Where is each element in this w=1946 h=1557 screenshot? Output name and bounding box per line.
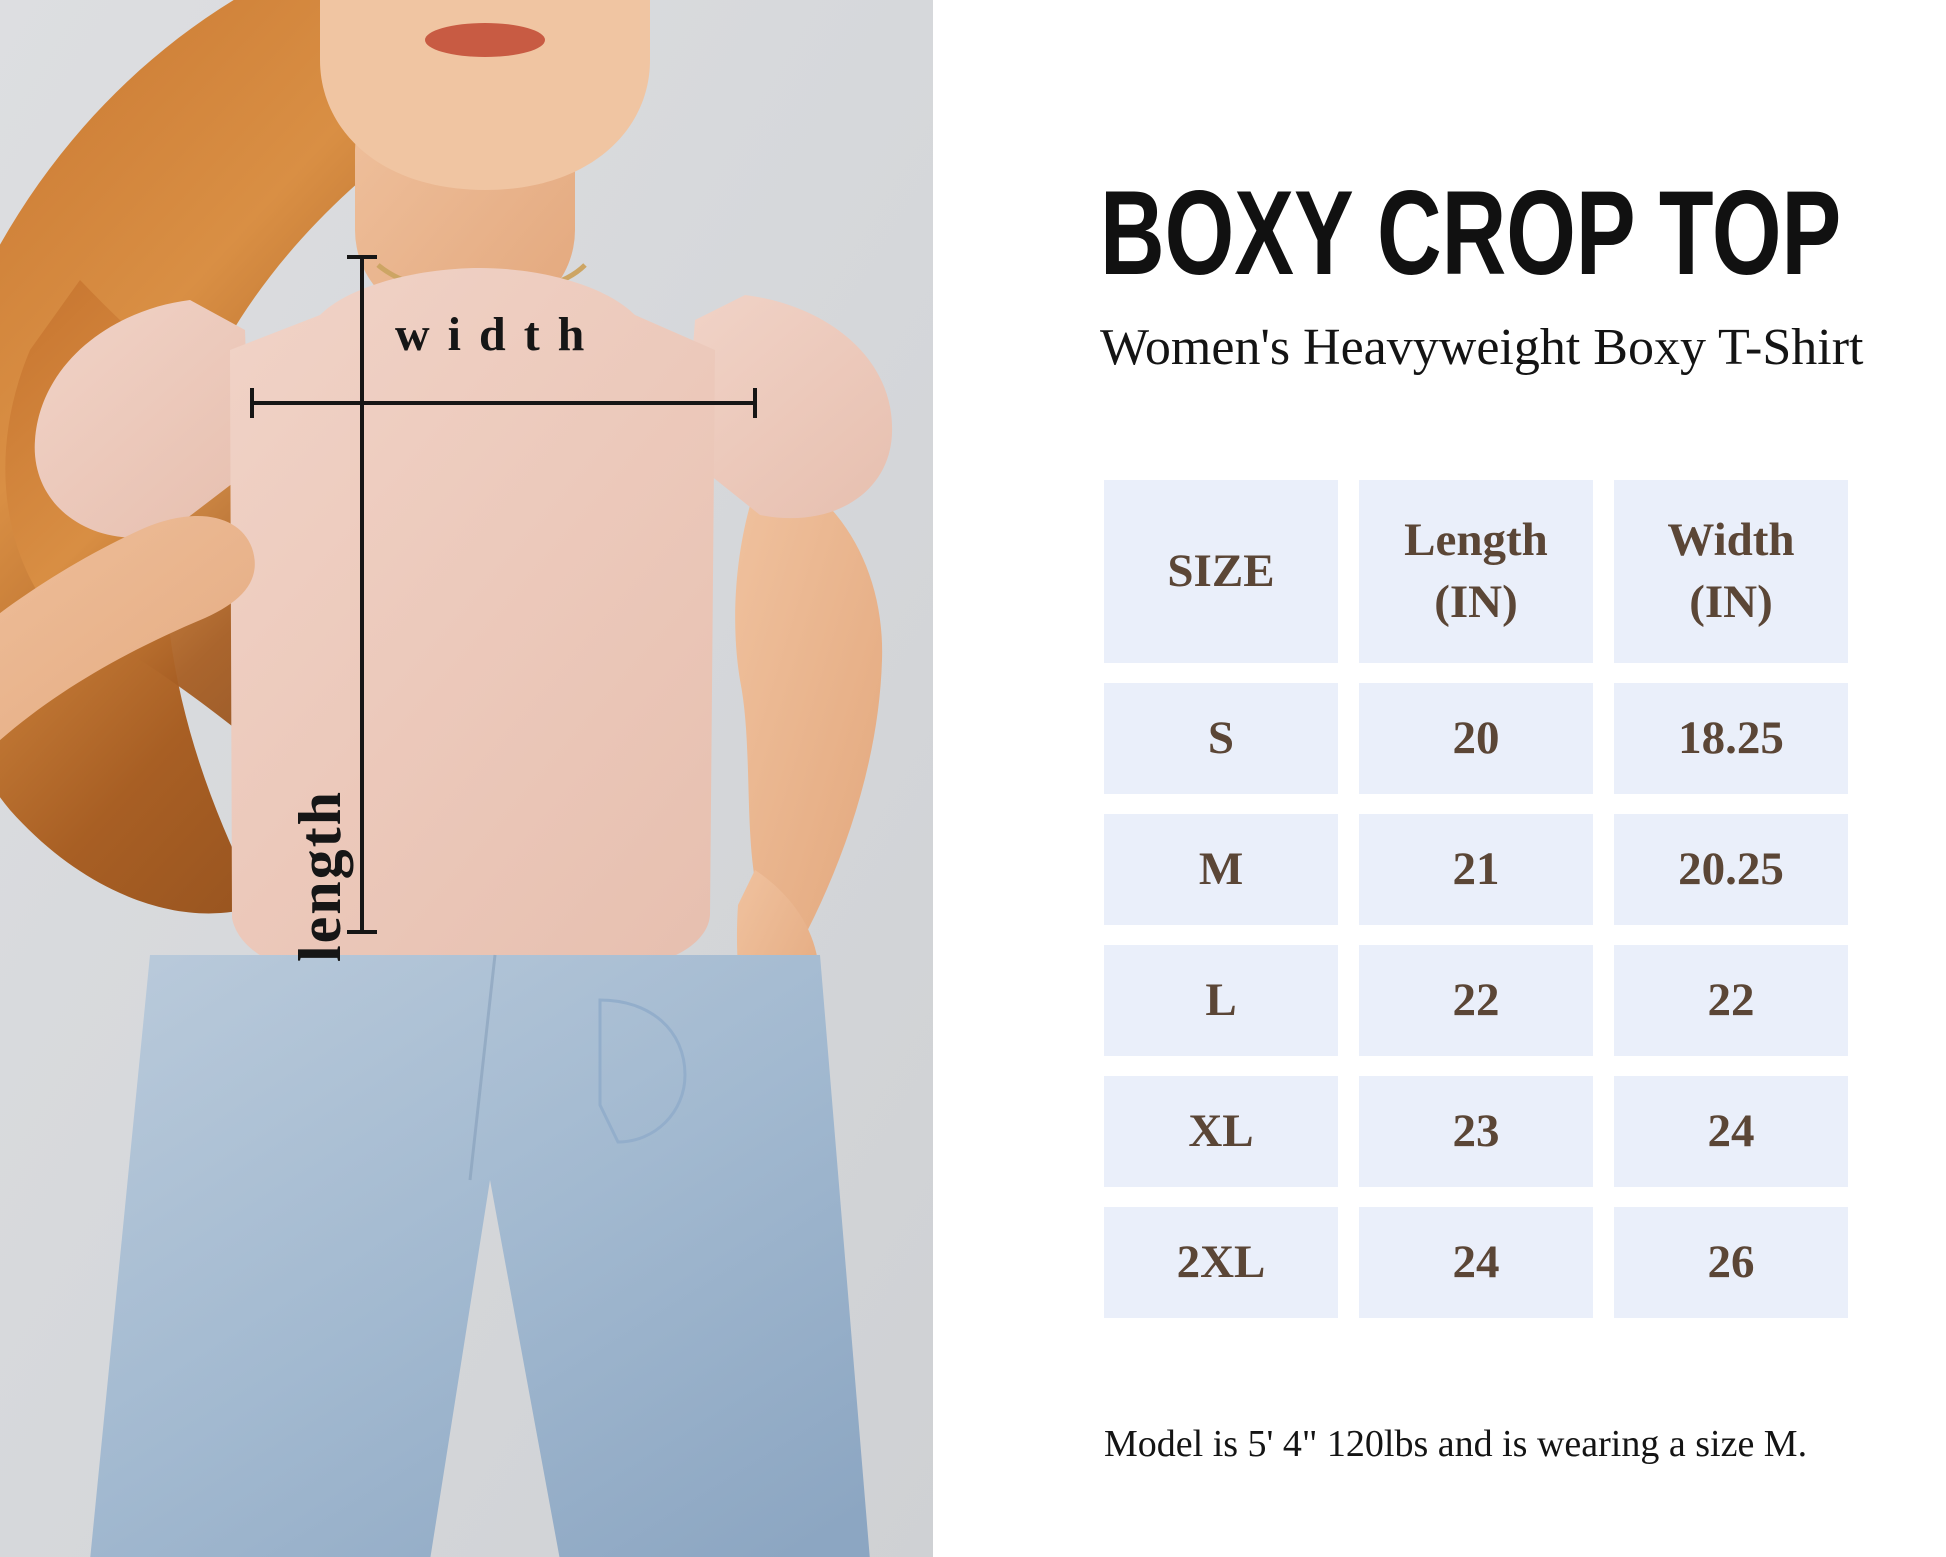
svg-text:length: length <box>287 790 353 962</box>
svg-text:width: width <box>395 308 602 361</box>
